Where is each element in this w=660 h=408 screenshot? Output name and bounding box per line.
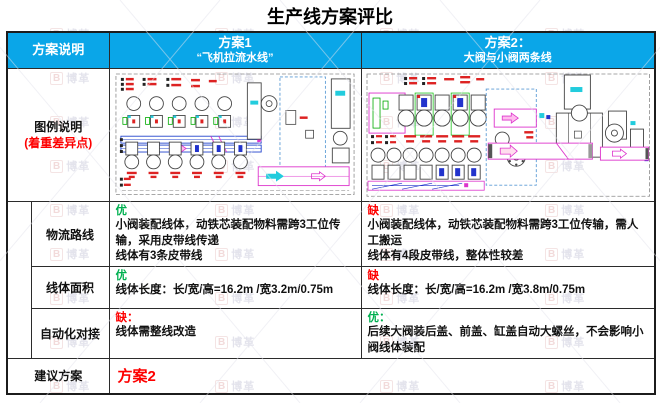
row-label-automation: 自动化对接: [30, 307, 110, 359]
scheme2-diagram-cell: [360, 67, 656, 203]
logistics-scheme1-cell: 优 小阀装配线体，动铁芯装配物料需跨3工位传输，采用皮带线传递 线体有3条皮带线: [108, 201, 362, 267]
header-cell-label: 方案说明: [6, 31, 110, 69]
con-tag: 缺：: [115, 311, 139, 324]
row-label-legend: 图例说明 (着重差异点): [6, 67, 110, 203]
row-label-recommendation: 建议方案: [6, 357, 110, 395]
logistics-row: 物流路线 优 小阀装配线体，动铁芯装配物料需跨3工位传输，采用皮带线传递 线体有…: [6, 201, 656, 359]
recommendation-value-cell: 方案2: [108, 357, 656, 395]
legend-label-line1: 图例说明: [34, 120, 83, 135]
recommendation-value: 方案2: [117, 368, 156, 386]
scheme1-title: 方案1: [218, 35, 252, 50]
logistics-scheme1-line1: 小阀装配线体，动铁芯装配物料需跨3工位传输，采用皮带线传递: [115, 219, 341, 247]
row-label-area: 线体面积: [30, 265, 110, 309]
automation-scheme2-line1: 后续大阀装后盖、前盖、缸盖自动大螺丝，不会影响小阀线体装配: [367, 326, 644, 354]
scheme2-subtitle: 大阀与小阀两条线: [463, 51, 552, 64]
scheme1-subtitle: “飞机拉流水线”: [196, 51, 274, 64]
con-tag: 缺: [367, 205, 380, 218]
area-scheme2-cell: 缺 线体长度：长/宽/高=16.2m /宽3.8m/0.75m: [360, 265, 656, 309]
logistics-scheme2-line1: 小阀装配线体，动铁芯装配物料需跨3工位传输，需人工搬运: [367, 219, 639, 247]
area-scheme1-cell: 优 线体长度：长/宽/高=16.2m /宽3.2m/0.75m: [108, 265, 362, 309]
automation-scheme2-cell: 优： 后续大阀装后盖、前盖、缸盖自动大螺丝，不会影响小阀线体装配: [360, 307, 656, 359]
header-cell-scheme1: 方案1 “飞机拉流水线”: [108, 31, 362, 69]
recommendation-row: 建议方案 方案2: [6, 357, 656, 395]
logistics-scheme2-line2: 线体有4段皮带线，整体性较差: [367, 249, 524, 262]
automation-scheme1-cell: 缺： 线体需整线改造: [108, 307, 362, 359]
automation-scheme1-line1: 线体需整线改造: [115, 326, 197, 339]
legend-row: 图例说明 (着重差异点): [6, 67, 656, 203]
scheme1-diagram-cell: [108, 67, 362, 203]
header-cell-scheme2: 方案2： 大阀与小阀两条线: [360, 31, 656, 69]
pro-tag: 优: [115, 269, 128, 282]
header-row: 方案说明 方案1 “飞机拉流水线” 方案2： 大阀与小阀两条线: [6, 31, 656, 69]
area-scheme1-line1: 线体长度：长/宽/高=16.2m /宽3.2m/0.75m: [115, 284, 334, 297]
header-label-text: 方案说明: [32, 41, 85, 57]
pro-tag: 优: [115, 205, 128, 218]
pro-tag: 优：: [367, 311, 391, 324]
spacer-column-cell: [6, 201, 32, 359]
automation-row: 自动化对接 缺： 线体需整线改造 优： 后续大阀装后盖、前盖、缸盖自动大螺丝，不…: [7, 307, 656, 359]
con-tag: 缺: [367, 269, 380, 282]
scheme2-title: 方案2：: [484, 35, 531, 50]
comparison-table: 方案说明 方案1 “飞机拉流水线” 方案2： 大阀与小阀两条线 图例说明 (着重…: [6, 31, 657, 396]
logistics-scheme1-line2: 线体有3条皮带线: [115, 249, 203, 262]
scheme1-layout-diagram: [112, 71, 359, 199]
logistics-scheme2-cell: 缺 小阀装配线体，动铁芯装配物料需跨3工位传输，需人工搬运 线体有4段皮带线，整…: [360, 201, 656, 267]
row-label-logistics: 物流路线: [30, 201, 110, 267]
legend-label-line2: (着重差异点): [24, 136, 93, 151]
area-row: 线体面积 优 线体长度：长/宽/高=16.2m /宽3.2m/0.75m 缺 线…: [7, 265, 656, 309]
page-title: 生产线方案评比: [267, 7, 393, 27]
area-scheme2-line1: 线体长度：长/宽/高=16.2m /宽3.8m/0.75m: [367, 284, 586, 297]
scheme2-layout-diagram: [364, 71, 653, 199]
